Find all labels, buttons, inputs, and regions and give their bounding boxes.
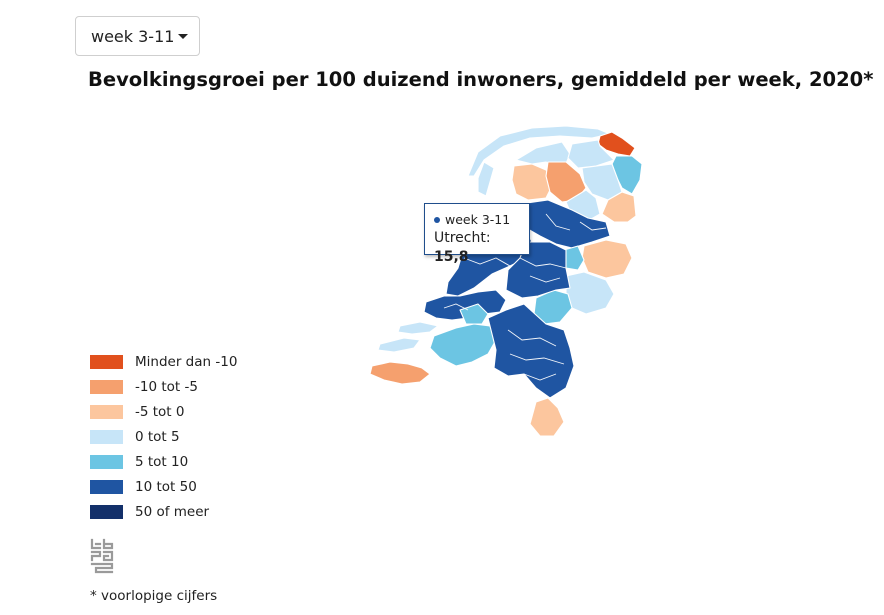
legend-swatch xyxy=(90,479,123,494)
legend-label: Minder dan -10 xyxy=(135,353,238,370)
cbs-logo-icon xyxy=(90,538,114,574)
region-zeeland-north[interactable] xyxy=(397,321,439,335)
legend-item[interactable]: 0 tot 5 xyxy=(90,424,237,449)
tooltip-week-label: week 3-11 xyxy=(445,212,511,227)
legend-item[interactable]: 50 of meer xyxy=(90,499,237,524)
region-zeeuws-vlaanderen[interactable] xyxy=(369,361,431,385)
tooltip-value-row: Utrecht: 15,8 xyxy=(434,229,529,267)
region-utrecht-gelderland[interactable] xyxy=(505,241,571,299)
tooltip-week: week 3-11 xyxy=(434,210,529,229)
legend-item[interactable]: -5 tot 0 xyxy=(90,399,237,424)
legend-swatch xyxy=(90,404,123,419)
region-zuidwest-friesland[interactable] xyxy=(511,163,555,201)
dot-icon xyxy=(434,216,440,223)
region-noord-brabant[interactable] xyxy=(487,303,575,399)
legend-label: 10 tot 50 xyxy=(135,478,197,495)
tooltip-region: Utrecht: xyxy=(434,230,491,246)
legend-swatch xyxy=(90,454,123,469)
region-noord-holland-north[interactable] xyxy=(477,161,495,197)
chart-title: Bevolkingsgroei per 100 duizend inwoners… xyxy=(88,68,874,91)
region-zeeland-mid[interactable] xyxy=(377,337,421,353)
legend-label: 0 tot 5 xyxy=(135,428,180,445)
legend-swatch xyxy=(90,429,123,444)
tooltip-value: 15,8 xyxy=(434,249,469,265)
region-zeeland-south[interactable] xyxy=(429,323,497,367)
legend-item[interactable]: 5 tot 10 xyxy=(90,449,237,474)
footnote: * voorlopige cijfers xyxy=(90,588,218,604)
legend-label: 50 of meer xyxy=(135,503,210,520)
legend-item[interactable]: Minder dan -10 xyxy=(90,349,237,374)
week-dropdown-value: week 3-11 xyxy=(91,26,175,46)
region-zuidoost-drenthe[interactable] xyxy=(601,191,637,223)
legend-label: -5 tot 0 xyxy=(135,403,185,420)
region-twente[interactable] xyxy=(581,239,633,279)
netherlands-map xyxy=(369,125,643,437)
legend-item[interactable]: 10 tot 50 xyxy=(90,474,237,499)
legend-label: -10 tot -5 xyxy=(135,378,198,395)
legend-swatch xyxy=(90,379,123,394)
map-tooltip: week 3-11 Utrecht: 15,8 xyxy=(424,203,530,265)
legend: Minder dan -10 -10 tot -5 -5 tot 0 0 tot… xyxy=(90,349,237,524)
week-dropdown[interactable]: week 3-11 xyxy=(75,16,200,56)
legend-label: 5 tot 10 xyxy=(135,453,189,470)
region-zuid-limburg[interactable] xyxy=(529,397,565,437)
legend-item[interactable]: -10 tot -5 xyxy=(90,374,237,399)
chevron-down-icon xyxy=(178,33,189,39)
legend-swatch xyxy=(90,354,123,369)
region-veluwe[interactable] xyxy=(563,245,585,271)
legend-swatch xyxy=(90,504,123,519)
